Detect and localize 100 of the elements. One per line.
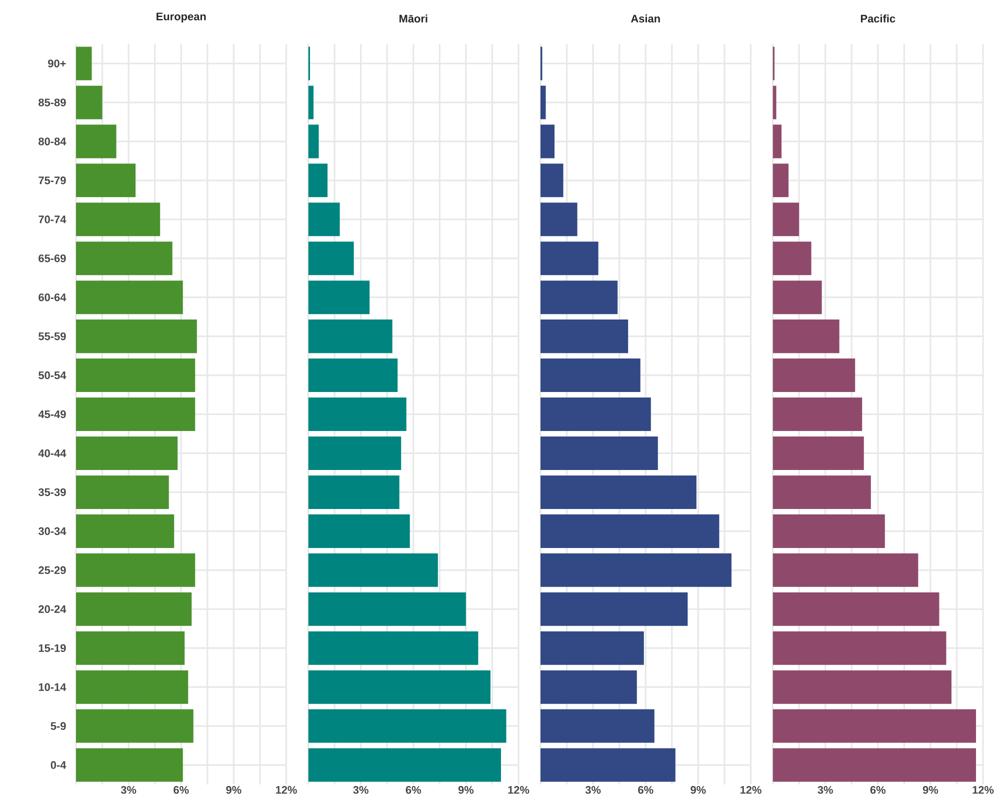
y-tick-label: 60-64 [38,293,66,302]
bar [540,553,732,587]
bar [308,748,501,782]
bar [76,436,178,470]
y-tick-label: 70-74 [38,216,66,224]
bar [540,202,578,236]
x-tick-label: 6% [870,786,886,794]
bar [772,670,952,704]
bar [540,124,555,158]
x-tick-label: 6% [174,786,189,794]
y-tick-label: 20-24 [38,605,66,614]
bar [308,202,340,236]
bar [772,86,776,120]
bar [76,164,136,198]
bar [772,164,789,198]
bar [772,709,976,743]
y-tick-label: 30-34 [38,527,66,536]
bar [308,553,438,587]
bar [772,320,840,354]
bar [308,86,314,120]
x-tick-label: 3% [353,786,368,794]
y-tick-label: 75-79 [38,176,66,184]
chart-title: Asian [630,14,660,23]
chart-title: Pacific [860,14,896,23]
bar [76,358,196,392]
x-tick-label: 6% [406,786,422,794]
bar [772,592,940,626]
y-tick-label: 80-84 [38,138,66,146]
bar [540,164,564,198]
y-tick-label: 65-69 [38,254,66,262]
bar [540,514,720,548]
bar [308,397,406,432]
bar [308,280,370,314]
bar [76,124,116,158]
x-tick-label: 9% [226,786,242,794]
bar [540,592,688,626]
bar [772,202,800,236]
bar [308,242,354,276]
x-tick-label: 12% [972,786,994,794]
bar [76,709,194,743]
bar [540,670,637,704]
x-tick-label: 9% [458,786,474,794]
y-tick-label: 0-4 [50,761,66,769]
y-tick-label: 25-29 [38,566,66,574]
bar [308,436,402,470]
bar [308,124,319,158]
bar [772,553,918,587]
y-tick-label: 40-44 [38,449,66,458]
x-tick-label: 12% [740,786,762,794]
bar [76,242,172,276]
chart-title: Māori [400,14,428,23]
bar [308,670,490,704]
bar [308,709,506,743]
bar [540,436,658,470]
bar [540,475,696,509]
bar [772,514,885,548]
bar [772,748,976,782]
bar [308,475,400,509]
y-tick-label: 50-54 [38,371,66,380]
bar [772,475,871,509]
bar [540,631,644,665]
bar [772,124,782,158]
y-tick-label: 45-49 [38,410,66,418]
y-tick-label: 10-14 [38,683,66,691]
bar [76,553,196,587]
x-tick-label: 3% [818,786,833,794]
x-tick-label: 12% [276,786,297,794]
y-tick-label: 15-19 [38,644,66,652]
bar [308,164,328,198]
bar [308,358,398,392]
y-tick-label: 35-39 [38,488,66,496]
bar [540,397,651,432]
bar [772,436,864,470]
bar [76,592,192,626]
bar [540,748,676,782]
bar [308,631,478,665]
bar [76,280,183,314]
bar [76,397,196,432]
bar [540,358,640,392]
y-tick-label: 85-89 [38,98,66,106]
bar [772,358,856,392]
chart-title: European [156,12,206,22]
bar [76,202,160,236]
bar [540,86,546,120]
y-tick-label: 55-59 [38,332,66,340]
bar [76,514,174,548]
x-tick-label: 9% [690,786,706,794]
bar [76,320,197,354]
bar [76,475,169,509]
bar [772,280,822,314]
bar [540,242,598,276]
bar [772,631,946,665]
bar [308,320,392,354]
bar [540,280,618,314]
bar [76,46,92,80]
x-tick-label: 6% [638,786,654,794]
bar [308,514,410,548]
bar [76,631,185,665]
bar [76,86,102,120]
bar [540,320,628,354]
